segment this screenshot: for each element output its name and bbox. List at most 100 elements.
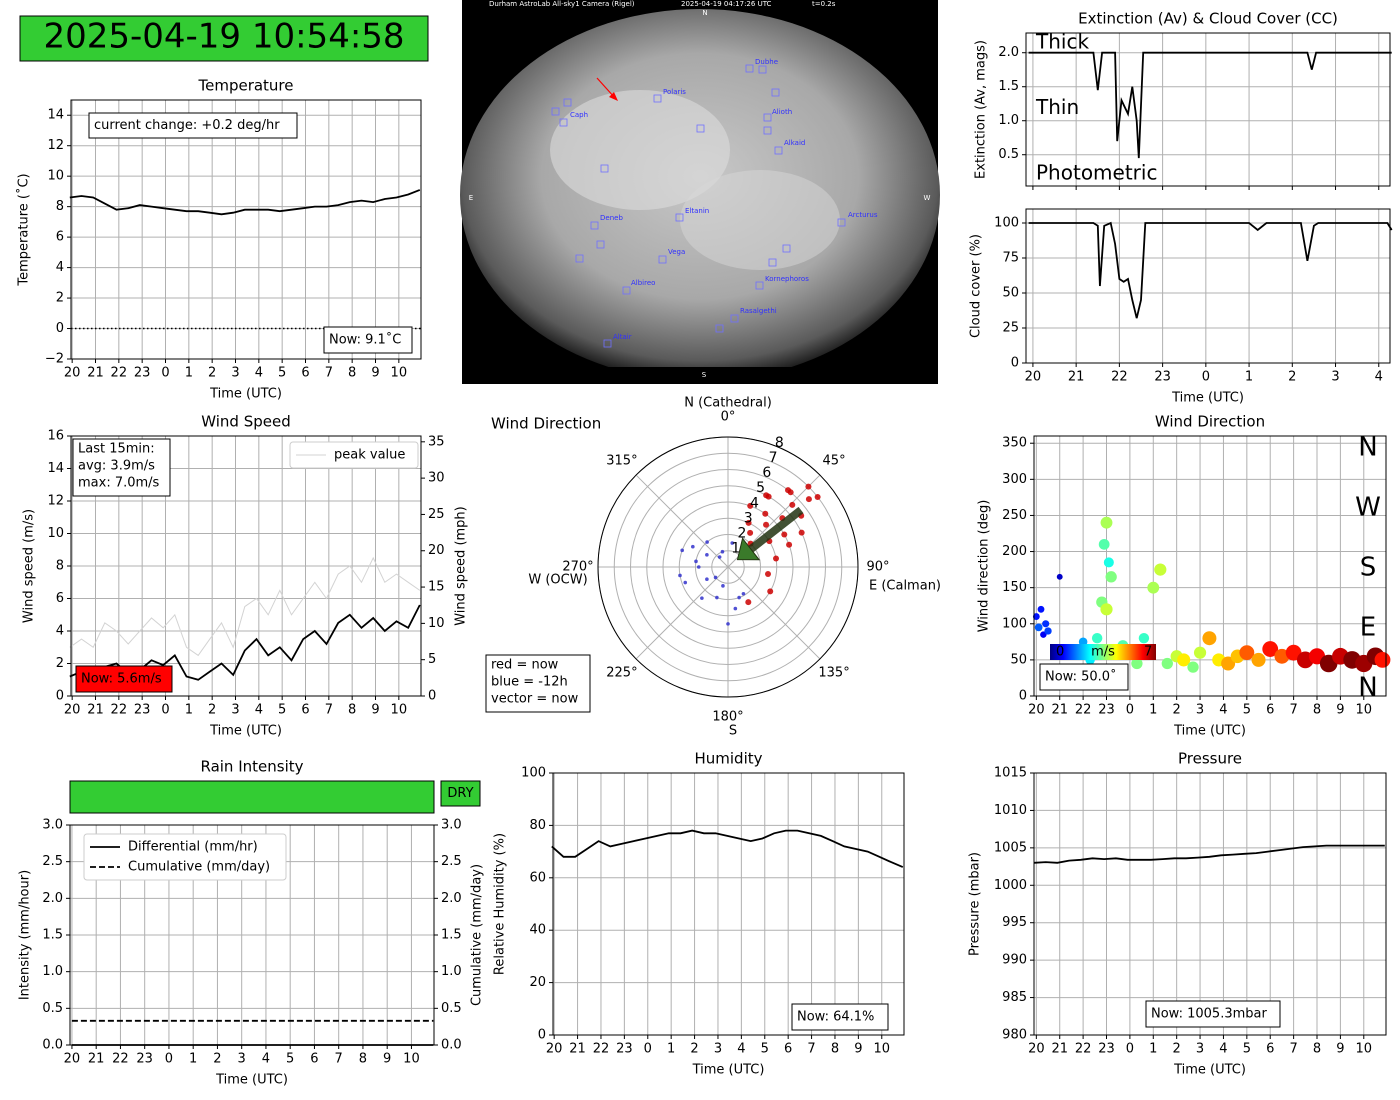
chart-title: Extinction (Av) & Cloud Cover (CC) [1078, 10, 1338, 28]
wind-point [1098, 538, 1110, 550]
x-tick-label: 0 [161, 703, 169, 718]
annotation-box [1039, 663, 1129, 691]
y-axis-label: Intensity (mm/hour) [18, 870, 33, 1000]
plot-frame [70, 435, 422, 697]
x-tick-label: 10 [391, 703, 408, 718]
x-tick-label: 22 [1075, 1042, 1092, 1057]
y-axis-label: Temperature (˚C) [16, 173, 32, 286]
x-tick-label: 9 [1336, 703, 1344, 718]
camera-header: Durham AstroLab All-sky1 Camera (Rigel) [489, 0, 635, 8]
y-tick-label: 2.0 [998, 45, 1019, 60]
x-tick-label: 2 [208, 703, 216, 718]
angle-tick-label: 45° [823, 453, 846, 468]
cloud [680, 170, 840, 270]
angle-tick-label: 225° [606, 666, 637, 681]
r-tick-label: 2 [738, 525, 747, 541]
chart-title: Pressure [1178, 750, 1242, 768]
y2-tick-label: 10 [428, 616, 445, 631]
x-tick-label: 23 [136, 1052, 153, 1067]
y-axis-label: Wind speed (m/s) [22, 509, 37, 623]
angle-tick-label: 0° [721, 410, 736, 425]
r-tick-label: 7 [769, 450, 778, 466]
x-tick-label: 7 [335, 1052, 343, 1067]
x-tick-label: 4 [737, 1042, 745, 1057]
y-tick-label: 8 [56, 199, 64, 214]
wind-point [773, 555, 780, 562]
x-tick-label: 8 [1313, 1042, 1321, 1057]
wind-point [1044, 627, 1052, 635]
wind-point [1239, 645, 1255, 661]
wind-point [733, 606, 738, 611]
r-tick-label: 4 [750, 495, 759, 511]
series-line [1028, 221, 1393, 319]
x-tick-label: 20 [64, 1052, 81, 1067]
y-tick-label: 16 [47, 429, 64, 444]
x-tick-label: 8 [348, 366, 356, 381]
x-tick-label: 10 [403, 1052, 420, 1067]
annotation-text: Now: 50.0˚ [1045, 669, 1117, 685]
rain-status-bar [69, 780, 435, 814]
x-tick-label: 9 [1336, 1042, 1344, 1057]
x-tick-label: 22 [1075, 703, 1092, 718]
wind-point [741, 591, 746, 596]
star-label: Polaris [663, 88, 686, 96]
x-tick-label: 1 [1149, 703, 1157, 718]
x-tick-label: 4 [1375, 370, 1383, 385]
y2-tick-label: 25 [428, 507, 445, 522]
colorbar-tick-label: 7 [1144, 645, 1152, 660]
wind-point [798, 529, 805, 536]
wind-point [781, 531, 788, 538]
compass-label: E [1360, 613, 1376, 643]
x-tick-label: 21 [1068, 370, 1085, 385]
x-tick-label: 20 [64, 703, 81, 718]
x-tick-label: 3 [714, 1042, 722, 1057]
y2-tick-label: 20 [428, 543, 445, 558]
x-tick-label: 1 [1149, 1042, 1157, 1057]
wind-point [745, 519, 752, 526]
wind-point [720, 549, 725, 554]
plot-frame [1025, 208, 1391, 364]
wind-point [747, 529, 754, 536]
x-tick-label: 5 [1243, 703, 1251, 718]
grid-spoke [727, 566, 821, 660]
wind-point [705, 577, 709, 581]
wind-point [678, 573, 682, 578]
camera-header: t=0.2s [812, 0, 836, 8]
y-tick-label: 1.0 [42, 964, 63, 979]
y-tick-label: 2.5 [42, 854, 63, 869]
y-tick-label: 350 [1002, 436, 1027, 451]
x-axis-label: Time (UTC) [692, 1063, 765, 1078]
colorbar-label: m/s [1091, 645, 1115, 660]
plot-frame [70, 99, 422, 360]
grid-spoke [635, 566, 729, 660]
legend-label: Differential (mm/hr) [128, 840, 258, 855]
r-tick-label: 3 [744, 510, 753, 526]
x-tick-label: 7 [325, 703, 333, 718]
series-line [69, 556, 421, 657]
x-tick-label: 0 [161, 366, 169, 381]
wind-point [705, 540, 709, 544]
x-tick-label: 21 [1051, 703, 1068, 718]
angle-tick-label: 315° [606, 453, 637, 468]
wind-point [705, 553, 709, 557]
x-tick-label: 0 [1202, 370, 1210, 385]
x-tick-label: 7 [1289, 703, 1297, 718]
y-tick-label: 12 [47, 494, 64, 509]
legend-box [83, 833, 287, 881]
wind-point [786, 541, 793, 548]
clock-box [19, 15, 429, 62]
series-line [1033, 844, 1385, 864]
y-tick-label: 6 [56, 230, 64, 245]
y2-tick-label: 0.0 [441, 1038, 462, 1053]
y-tick-label: 6 [56, 591, 64, 606]
direction-label: N (Cathedral) [684, 396, 772, 411]
x-tick-label: 22 [112, 1052, 129, 1067]
x-tick-label: 4 [1219, 703, 1227, 718]
series-line [1028, 51, 1392, 159]
y2-tick-label: 30 [428, 471, 445, 486]
y-tick-label: 985 [1002, 990, 1027, 1005]
y-tick-label: 0.0 [42, 1038, 63, 1053]
x-tick-label: 7 [807, 1042, 815, 1057]
wind-point [726, 622, 730, 626]
x-axis-label: Time (UTC) [1171, 391, 1244, 406]
